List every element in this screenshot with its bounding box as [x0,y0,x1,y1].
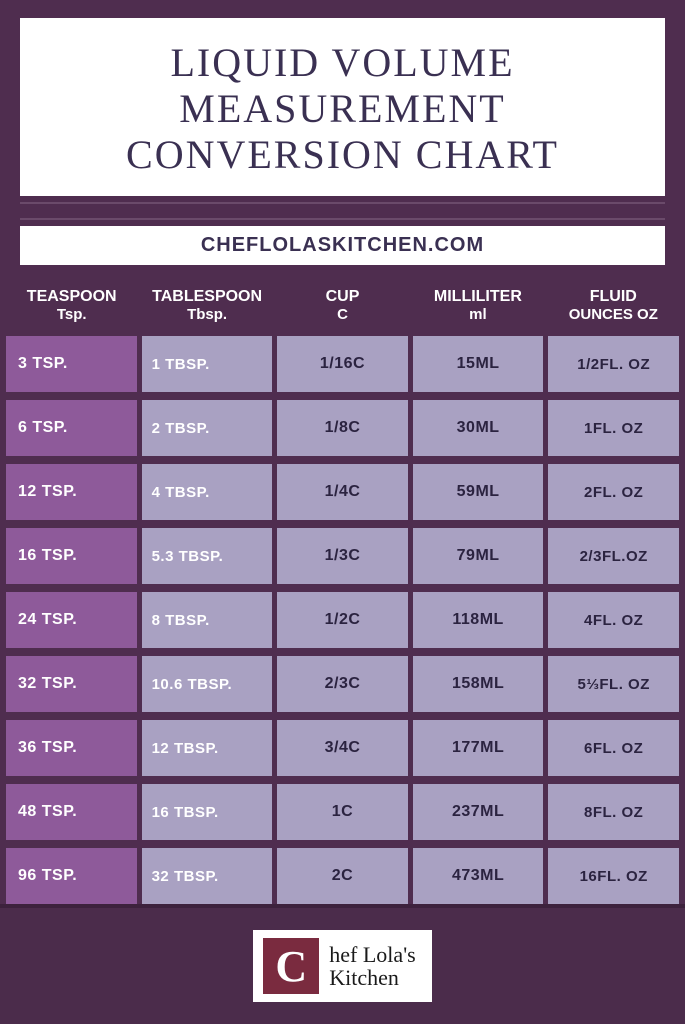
cell-tablespoon: 32 TBSP. [142,848,273,904]
table-row: 96 TSP.32 TBSP.2C473ML16FL. OZ [6,848,679,904]
cell-milliliter: 30ML [413,400,544,456]
cell-tablespoon: 5.3 TBSP. [142,528,273,584]
cell-milliliter: 237ML [413,784,544,840]
cell-tablespoon: 1 TBSP. [142,336,273,392]
table-rows: 3 TSP.1 TBSP.1/16C15ML1/2FL. OZ 6 TSP.2 T… [6,336,679,904]
cell-tablespoon: 16 TBSP. [142,784,273,840]
cell-milliliter: 158ML [413,656,544,712]
brand-logo: C hef Lola's Kitchen [253,930,431,1002]
logo-letter-icon: C [263,938,319,994]
table-row: 36 TSP.12 TBSP.3/4C177ML6FL. OZ [6,720,679,776]
cell-fluid-ounces: 6FL. OZ [548,720,679,776]
table-row: 12 TSP.4 TBSP.1/4C59ML2FL. OZ [6,464,679,520]
logo-text: hef Lola's Kitchen [329,943,415,989]
cell-milliliter: 59ML [413,464,544,520]
cell-teaspoon: 12 TSP. [6,464,137,520]
logo-line1: hef Lola's [329,942,415,967]
column-headers: TEASPOON Tsp. TABLESPOON Tbsp. CUP C MIL… [6,283,679,328]
logo-line2: Kitchen [329,965,399,990]
cell-teaspoon: 48 TSP. [6,784,137,840]
cell-teaspoon: 6 TSP. [6,400,137,456]
title-line2: MEASUREMENT [179,86,505,131]
cell-milliliter: 177ML [413,720,544,776]
cell-teaspoon: 36 TSP. [6,720,137,776]
subtitle-text: CHEFLOLASKITCHEN.COM [20,234,665,257]
cell-milliliter: 15ML [413,336,544,392]
cell-cup: 1/3C [277,528,408,584]
col-header-milliliter: MILLILITER ml [412,283,543,328]
header-area: LIQUID VOLUME MEASUREMENT CONVERSION CHA… [0,0,685,273]
cell-cup: 1/8C [277,400,408,456]
col-abbr: OUNCES OZ [548,306,679,324]
col-abbr: ml [412,306,543,324]
cell-fluid-ounces: 1FL. OZ [548,400,679,456]
cell-cup: 1/16C [277,336,408,392]
subtitle-box: CHEFLOLASKITCHEN.COM [20,226,665,265]
table-row: 16 TSP.5.3 TBSP.1/3C79ML2/3FL.OZ [6,528,679,584]
table-row: 32 TSP.10.6 TBSP.2/3C158ML5⅓FL. OZ [6,656,679,712]
cell-milliliter: 118ML [413,592,544,648]
cell-teaspoon: 24 TSP. [6,592,137,648]
table-row: 3 TSP.1 TBSP.1/16C15ML1/2FL. OZ [6,336,679,392]
cell-fluid-ounces: 1/2FL. OZ [548,336,679,392]
cell-milliliter: 473ML [413,848,544,904]
cell-fluid-ounces: 8FL. OZ [548,784,679,840]
cell-teaspoon: 32 TSP. [6,656,137,712]
cell-tablespoon: 4 TBSP. [142,464,273,520]
divider-bar [20,202,665,220]
col-header-cup: CUP C [277,283,408,328]
title-box: LIQUID VOLUME MEASUREMENT CONVERSION CHA… [20,18,665,196]
cell-fluid-ounces: 4FL. OZ [548,592,679,648]
cell-teaspoon: 16 TSP. [6,528,137,584]
chart-title: LIQUID VOLUME MEASUREMENT CONVERSION CHA… [30,40,655,178]
cell-tablespoon: 8 TBSP. [142,592,273,648]
col-header-tablespoon: TABLESPOON Tbsp. [141,283,272,328]
cell-milliliter: 79ML [413,528,544,584]
col-name: MILLILITER [434,288,522,305]
col-abbr: C [277,306,408,324]
conversion-table: TEASPOON Tsp. TABLESPOON Tbsp. CUP C MIL… [0,273,685,904]
col-name: FLUID [590,288,637,305]
col-abbr: Tsp. [6,306,137,324]
cell-fluid-ounces: 5⅓FL. OZ [548,656,679,712]
col-header-teaspoon: TEASPOON Tsp. [6,283,137,328]
cell-teaspoon: 96 TSP. [6,848,137,904]
col-name: CUP [326,288,360,305]
cell-cup: 1/4C [277,464,408,520]
col-name: TABLESPOON [152,288,262,305]
cell-cup: 2C [277,848,408,904]
table-row: 48 TSP.16 TBSP.1C237ML8FL. OZ [6,784,679,840]
title-line1: LIQUID VOLUME [170,40,514,85]
title-line3: CONVERSION CHART [126,132,559,177]
cell-fluid-ounces: 2/3FL.OZ [548,528,679,584]
cell-tablespoon: 12 TBSP. [142,720,273,776]
cell-fluid-ounces: 16FL. OZ [548,848,679,904]
cell-cup: 2/3C [277,656,408,712]
cell-tablespoon: 2 TBSP. [142,400,273,456]
col-abbr: Tbsp. [141,306,272,324]
table-row: 6 TSP.2 TBSP.1/8C30ML1FL. OZ [6,400,679,456]
footer: C hef Lola's Kitchen [0,904,685,1024]
cell-cup: 3/4C [277,720,408,776]
col-header-fluid-ounces: FLUID OUNCES OZ [548,283,679,328]
cell-cup: 1/2C [277,592,408,648]
cell-teaspoon: 3 TSP. [6,336,137,392]
cell-cup: 1C [277,784,408,840]
cell-tablespoon: 10.6 TBSP. [142,656,273,712]
col-name: TEASPOON [27,288,117,305]
cell-fluid-ounces: 2FL. OZ [548,464,679,520]
table-row: 24 TSP.8 TBSP.1/2C118ML4FL. OZ [6,592,679,648]
